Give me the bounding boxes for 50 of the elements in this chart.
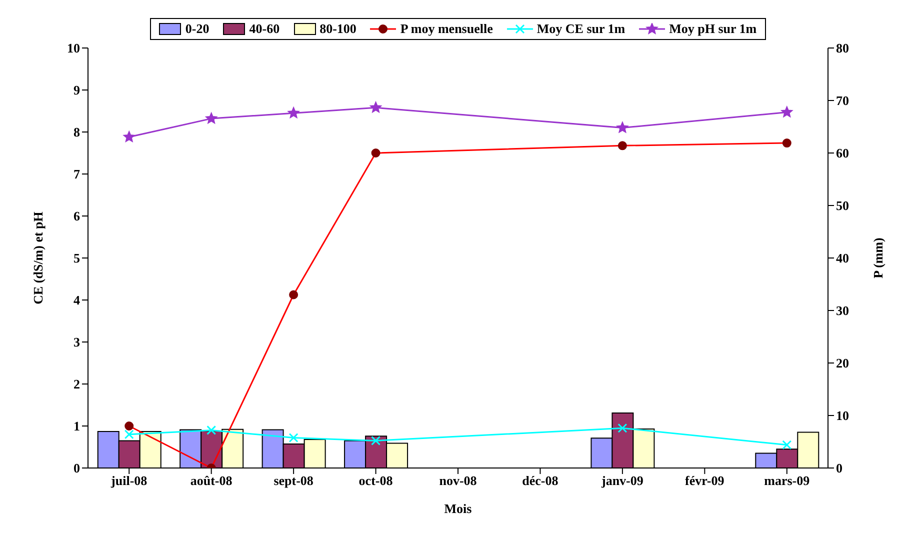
y-tick-label: 1 [74, 418, 80, 434]
y2-tick-label: 30 [836, 303, 849, 318]
point [616, 122, 628, 133]
point [124, 430, 134, 440]
y2-axis-title: P (mm) [870, 238, 886, 278]
legend-label: Moy CE sur 1m [536, 21, 626, 37]
point [123, 131, 135, 142]
y-tick-label: 5 [74, 250, 80, 266]
point [370, 102, 382, 113]
y-tick-label: 2 [74, 376, 80, 392]
y2-tick-label: 20 [836, 356, 849, 371]
y-tick-label: 10 [67, 40, 80, 56]
y2-tick-label: 50 [836, 198, 849, 214]
x-tick-label: nov-08 [439, 473, 478, 488]
y2-tick-label: 0 [836, 460, 842, 476]
x-tick-label: sept-08 [274, 473, 314, 488]
point [371, 436, 381, 446]
point [618, 423, 628, 433]
point [206, 425, 216, 435]
y-tick-label: 6 [74, 208, 80, 224]
legend-label: 40-60 [248, 21, 280, 37]
y2-tick-label: 60 [836, 146, 849, 161]
legend-label: 0-20 [184, 21, 210, 37]
y-tick-label: 4 [74, 292, 80, 308]
legend-label: P moy mensuelle [399, 21, 493, 37]
x-tick-label: août-08 [190, 473, 233, 488]
y-tick-label: 3 [74, 334, 80, 350]
y-axis-title: CE (dS/m) et pH [30, 212, 46, 304]
point [781, 106, 793, 118]
x-tick-label: mars-09 [764, 473, 810, 488]
y2-tick-label: 80 [836, 40, 849, 56]
x-tick-label: déc-08 [522, 473, 559, 488]
y-tick-label: 9 [74, 82, 80, 98]
x-axis-title: Mois [444, 501, 472, 516]
point [288, 107, 300, 118]
legend-label: Moy pH sur 1m [668, 21, 757, 37]
x-tick-label: janv-09 [600, 473, 644, 488]
y-tick-label: 8 [74, 124, 80, 140]
y-tick-label: 7 [74, 166, 80, 182]
point [782, 440, 792, 450]
x-tick-label: févr-09 [685, 473, 725, 488]
point [206, 112, 218, 124]
x-tick-label: oct-08 [358, 473, 394, 488]
y-tick-label: 0 [74, 460, 80, 476]
point [288, 433, 298, 443]
y2-tick-label: 40 [836, 250, 849, 266]
y2-tick-label: 10 [836, 408, 849, 424]
legend-label: 80-100 [318, 21, 356, 37]
x-tick-label: juil-08 [110, 473, 148, 488]
y2-tick-label: 70 [836, 93, 849, 108]
